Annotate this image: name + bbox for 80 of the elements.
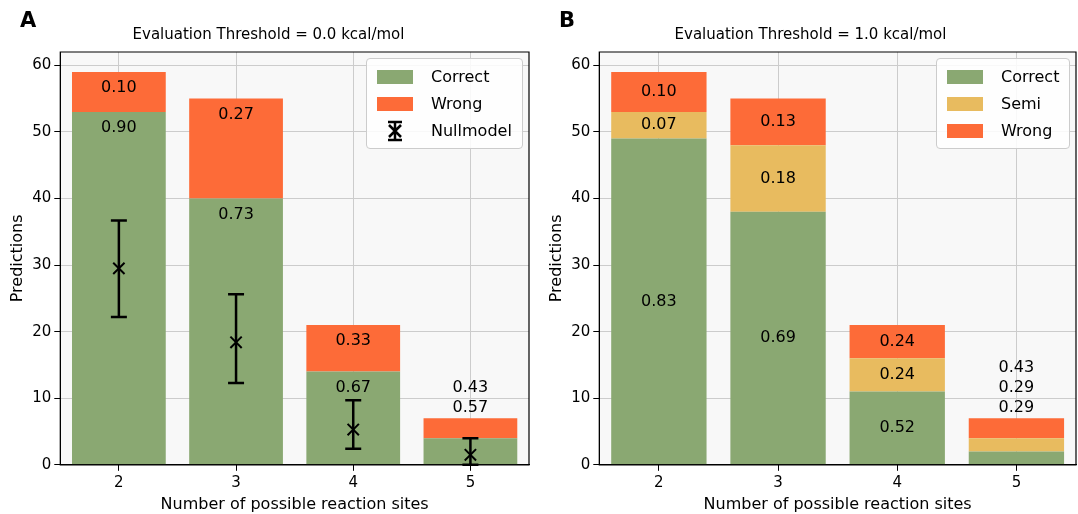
bar — [968, 418, 1065, 439]
annotation: 0.90 — [101, 117, 137, 137]
annotation: 0.18 — [760, 167, 796, 187]
annotation: 0.24 — [879, 330, 916, 350]
annotation: 0.73 — [218, 203, 254, 223]
legend-label: Wrong — [431, 94, 483, 113]
bar — [611, 138, 707, 465]
x-axis-title: Number of possible reaction sites — [160, 493, 429, 513]
annotation: 0.13 — [760, 111, 796, 131]
bar — [423, 418, 518, 439]
chart-title: Evaluation Threshold = 0.0 kcal/mol — [132, 24, 405, 43]
legend-label: Semi — [1001, 94, 1042, 113]
y-tick-label: 20 — [32, 321, 52, 340]
annotation: 0.07 — [641, 114, 677, 134]
annotation: 0.29 — [998, 397, 1035, 417]
x-tick-label: 3 — [231, 472, 241, 491]
point — [112, 261, 126, 276]
annotation: 0.24 — [879, 364, 916, 384]
point — [346, 422, 360, 437]
annotation: 0.43 — [452, 377, 489, 397]
annotation: 0.83 — [641, 290, 677, 310]
bar — [423, 438, 518, 465]
point — [229, 335, 243, 349]
bar — [968, 438, 1065, 452]
bar — [849, 391, 945, 465]
annotation: 0.43 — [998, 357, 1035, 377]
annotation: 0.33 — [335, 330, 372, 350]
bar — [730, 98, 826, 146]
y-tick-label: 40 — [571, 188, 591, 207]
legend-label: Correct — [1001, 67, 1060, 86]
x-tick-label: 4 — [348, 472, 359, 491]
y-tick-label: 0 — [580, 454, 591, 473]
chart-title: Evaluation Threshold = 1.0 kcal/mol — [674, 24, 947, 43]
annotation: 0.57 — [452, 397, 489, 417]
annotation: 0.29 — [998, 377, 1035, 397]
bar — [306, 324, 401, 372]
text: B — [559, 8, 576, 32]
x-tick-label: 2 — [654, 472, 664, 491]
y-tick-label: 20 — [571, 321, 591, 340]
bar — [611, 111, 707, 139]
bar — [849, 324, 945, 359]
y-axis-title: Predictions — [545, 214, 565, 303]
legend-label: Wrong — [1001, 121, 1053, 140]
y-tick-label: 10 — [571, 388, 591, 407]
point — [463, 448, 478, 462]
bar — [306, 371, 401, 465]
bar — [730, 145, 826, 212]
annotation: 0.52 — [879, 417, 916, 437]
text: A — [20, 8, 37, 32]
y-tick-label: 60 — [571, 55, 591, 74]
y-tick-label: 60 — [32, 55, 52, 74]
legend-label: Nullmodel — [431, 121, 512, 140]
bar — [189, 98, 283, 199]
y-tick-label: 50 — [571, 121, 591, 140]
annotation: 0.10 — [641, 81, 677, 101]
x-tick-label: 5 — [1011, 472, 1022, 491]
x-tick-label: 2 — [114, 472, 124, 491]
annotation: 0.27 — [218, 103, 254, 123]
x-tick-label: 5 — [465, 472, 476, 491]
y-tick-label: 0 — [41, 454, 52, 473]
bar — [72, 111, 166, 465]
y-tick-label: 30 — [32, 254, 52, 273]
bar — [849, 358, 945, 392]
bar — [730, 211, 826, 465]
y-tick-label: 30 — [571, 254, 591, 273]
y-axis-title: Predictions — [6, 214, 26, 303]
annotation: 0.10 — [101, 77, 137, 97]
bar — [611, 71, 707, 112]
y-tick-label: 50 — [32, 121, 52, 140]
y-tick-label: 10 — [32, 388, 52, 407]
x-tick-label: 4 — [892, 472, 903, 491]
x-axis-title: Number of possible reaction sites — [703, 493, 972, 513]
annotation: 0.69 — [760, 327, 796, 347]
y-tick-label: 40 — [32, 188, 52, 207]
annotation: 0.67 — [335, 376, 372, 396]
bar — [189, 198, 283, 465]
legend-label: Correct — [431, 67, 490, 86]
x-tick-label: 3 — [773, 472, 783, 491]
bar — [968, 451, 1065, 465]
bar — [72, 71, 166, 112]
